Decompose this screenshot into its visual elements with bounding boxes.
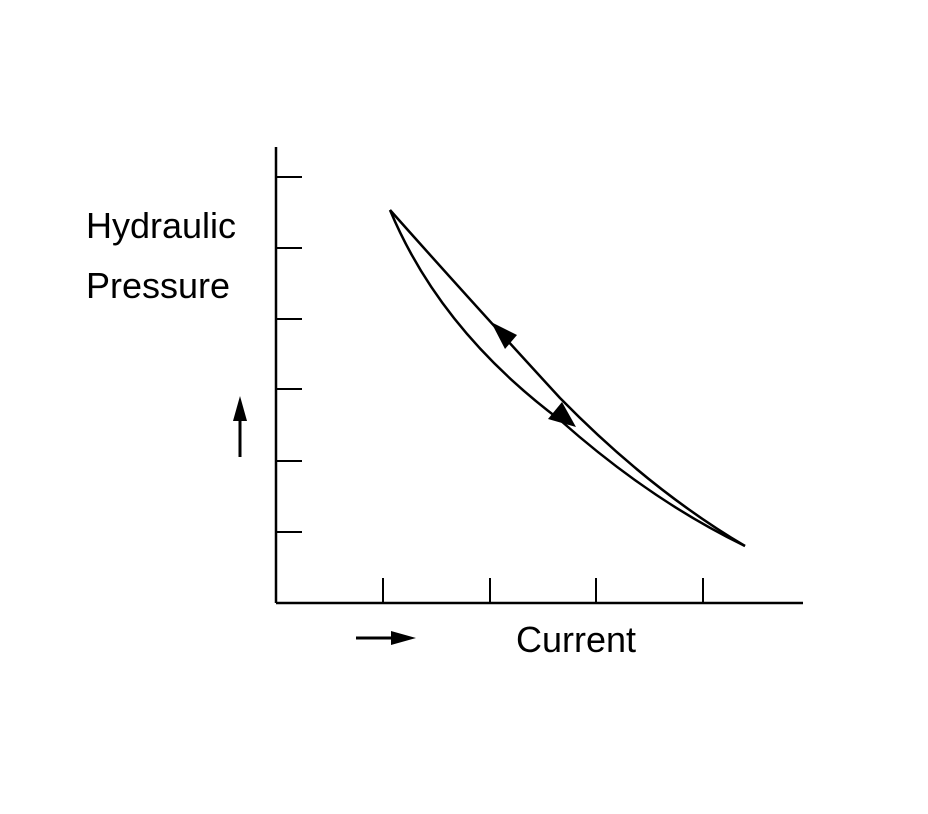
y-axis-ticks <box>276 176 302 533</box>
curve-decreasing-current <box>389 209 746 548</box>
x-axis-ticks <box>382 578 704 603</box>
curve-increasing-current <box>388 209 746 548</box>
x-axis-right-arrow-icon <box>356 631 416 645</box>
x-axis-label: Current <box>516 619 636 660</box>
y-axis-label-line2: Pressure <box>86 265 230 306</box>
y-axis-up-arrow-icon <box>233 396 247 457</box>
y-axis-label-line1: Hydraulic <box>86 205 236 246</box>
arrow-down-right-icon <box>548 402 576 427</box>
arrow-up-left-icon <box>491 322 517 349</box>
